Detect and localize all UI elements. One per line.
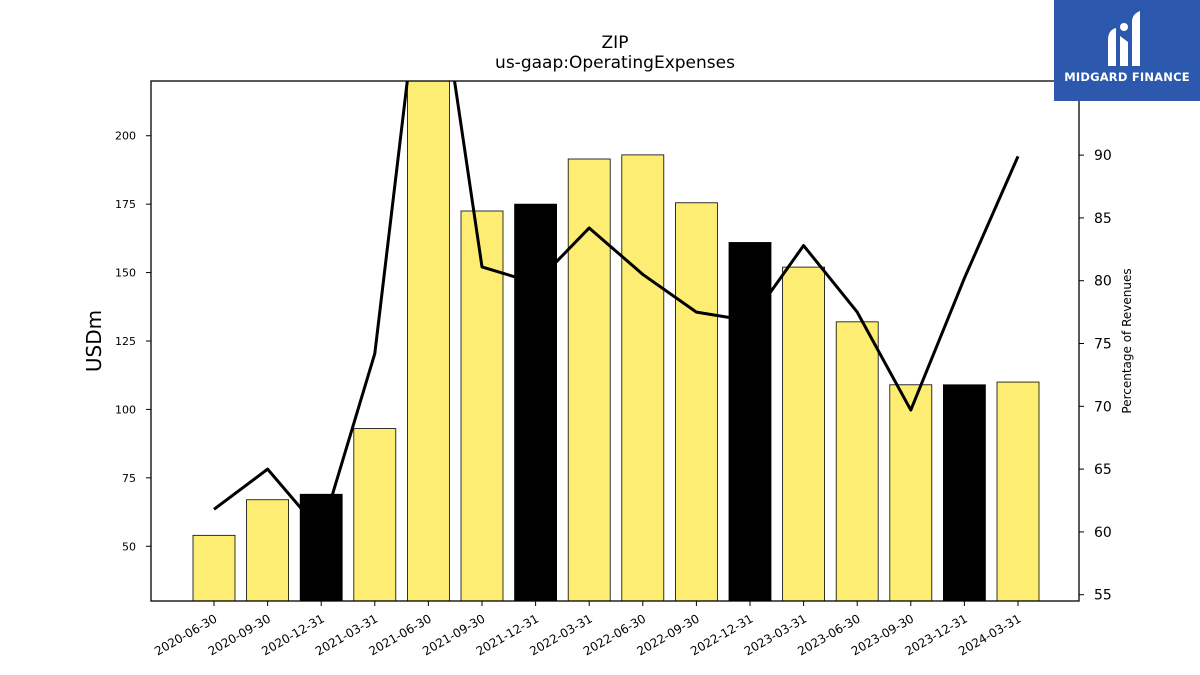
y-right-tick-label: 80 — [1094, 274, 1112, 290]
bar-2022-12-31 — [728, 242, 772, 601]
y-tick-label: 175 — [115, 198, 136, 211]
y-right-tick-label: 55 — [1094, 588, 1112, 604]
y-right-tick-label: 90 — [1094, 148, 1112, 164]
logo-text: MIDGARD FINANCE — [1064, 70, 1190, 84]
bar-2022-06-30 — [621, 154, 665, 601]
y-right-tick-label: 85 — [1094, 211, 1112, 227]
chart-title: ZIP — [602, 33, 629, 53]
bar-2020-12-31 — [299, 493, 343, 601]
y-right-tick-label: 70 — [1094, 399, 1112, 415]
y-axis-label: USDm — [82, 310, 106, 372]
bar-2020-06-30 — [192, 534, 236, 601]
y-right-tick-label: 75 — [1094, 337, 1112, 353]
y-axis-label-right: Percentage of Revenues — [1120, 268, 1134, 413]
bar-2023-03-31 — [782, 266, 825, 601]
bar-2024-03-31 — [996, 381, 1040, 601]
percentage-line — [213, 81, 1020, 534]
bar-2020-09-30 — [246, 499, 290, 601]
bar-2022-09-30 — [675, 202, 718, 601]
bar-2023-06-30 — [835, 321, 879, 601]
y-tick-label: 200 — [115, 130, 136, 143]
chart-subtitle: us-gaap:OperatingExpenses — [495, 53, 735, 73]
y-tick-label: 125 — [115, 335, 136, 348]
y-right-tick-label: 65 — [1094, 462, 1112, 478]
y-right-tick-label: 60 — [1094, 525, 1112, 541]
bar-2021-03-31 — [353, 428, 397, 601]
y-tick-label: 150 — [115, 267, 136, 280]
logo-mark-icon — [1108, 11, 1140, 66]
bar-2022-03-31 — [567, 158, 611, 601]
bar-2021-06-30 — [406, 81, 450, 601]
midgard-finance-logo: MIDGARD FINANCE — [1054, 0, 1200, 101]
y-tick-label: 50 — [122, 540, 136, 553]
y-tick-label: 75 — [122, 472, 136, 485]
bar-2021-09-30 — [460, 210, 504, 601]
bar-2023-12-31 — [943, 384, 986, 601]
y-tick-label: 100 — [115, 403, 136, 416]
bar-2023-09-30 — [889, 384, 933, 601]
bar-2021-12-31 — [514, 203, 557, 601]
